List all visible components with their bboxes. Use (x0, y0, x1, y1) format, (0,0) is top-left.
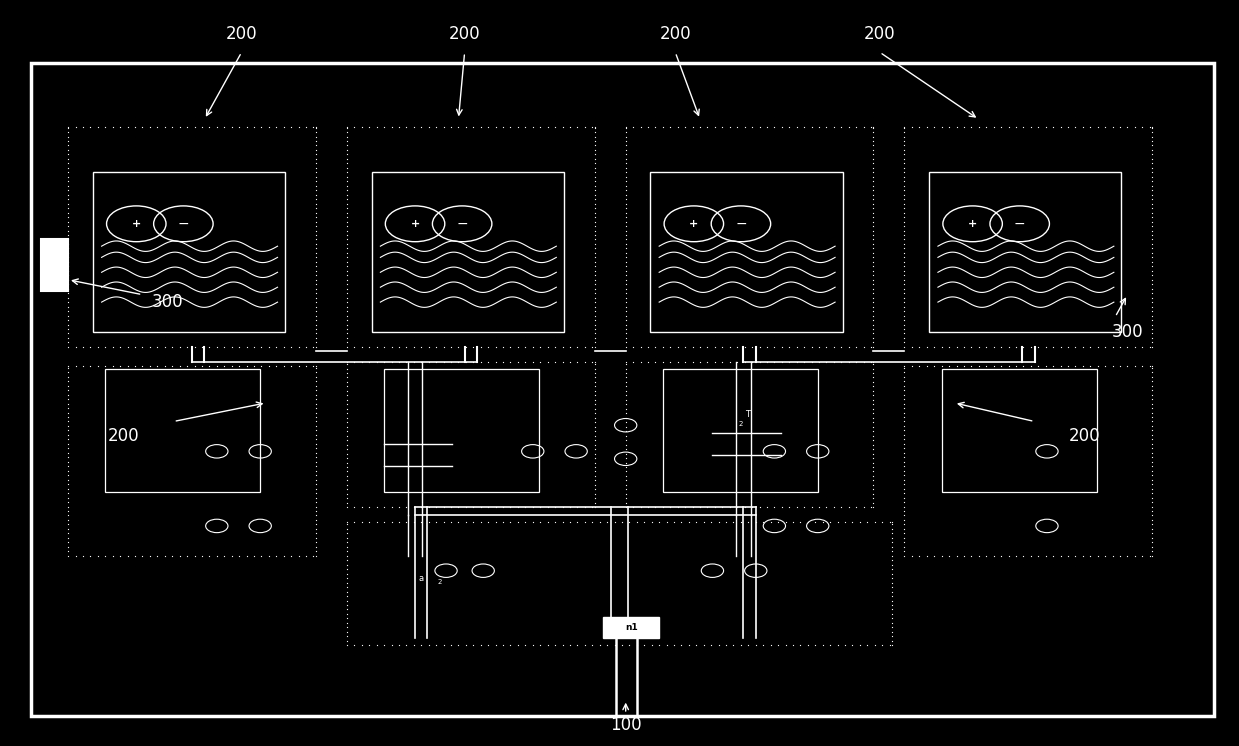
Text: 2: 2 (738, 421, 743, 427)
Text: T: T (745, 410, 750, 419)
Text: 200: 200 (108, 427, 140, 445)
Bar (105, 369, 260, 492)
Bar (603, 617, 659, 638)
Bar (31, 63, 1214, 716)
Bar (663, 369, 818, 492)
Text: −: − (177, 217, 190, 231)
Text: n1: n1 (624, 623, 638, 632)
Text: −: − (735, 217, 747, 231)
Text: a: a (419, 574, 424, 583)
Text: +: + (689, 219, 699, 229)
Text: +: + (968, 219, 978, 229)
Text: 200: 200 (225, 25, 258, 43)
Text: 2: 2 (437, 579, 442, 585)
Bar (929, 172, 1121, 332)
Text: 100: 100 (610, 716, 642, 734)
Text: 200: 200 (1068, 427, 1100, 445)
Bar (650, 172, 843, 332)
Bar (372, 172, 564, 332)
Text: 200: 200 (864, 25, 896, 43)
Bar (942, 369, 1097, 492)
Text: +: + (131, 219, 141, 229)
Text: −: − (1014, 217, 1026, 231)
Text: 200: 200 (449, 25, 481, 43)
Text: 300: 300 (151, 293, 183, 311)
Text: 300: 300 (1111, 323, 1144, 341)
Bar (93, 172, 285, 332)
Text: −: − (456, 217, 468, 231)
Bar (384, 369, 539, 492)
Text: 200: 200 (659, 25, 691, 43)
Text: +: + (410, 219, 420, 229)
Bar (41, 239, 68, 291)
